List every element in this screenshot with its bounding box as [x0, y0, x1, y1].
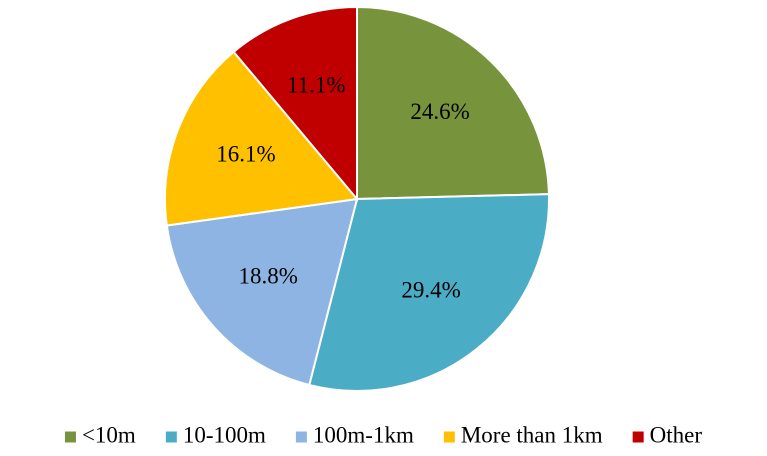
pie-slice-100m-1km — [165, 197, 359, 387]
data-label-other: 11.1% — [287, 72, 346, 97]
data-label-100m-1km: 18.8% — [238, 264, 297, 289]
legend-label-10-100m: 10-100m — [183, 422, 266, 447]
legend-label-lt-10m: <10m — [82, 422, 136, 447]
pie-slice-other — [232, 5, 358, 202]
legend-label-100m-1km: 100m-1km — [313, 422, 414, 447]
data-label-more-than-1km: 16.1% — [216, 142, 275, 167]
legend-label-more-than-1km: More than 1km — [461, 422, 603, 447]
legend-swatch-lt-10m — [64, 431, 76, 443]
legend-swatch-other — [632, 431, 644, 443]
pie-data-labels: 24.6% 29.4% 18.8% 16.1% 11.1% — [216, 72, 470, 302]
pie-slice-10-100m — [308, 193, 550, 392]
pie-slice-more-than-1km — [164, 50, 359, 227]
pie-slice-lt-10m — [356, 5, 550, 201]
legend: <10m 10-100m 100m-1km More than 1km Other — [64, 422, 703, 447]
legend-label-other: Other — [650, 422, 703, 447]
pie-slices — [164, 5, 550, 392]
legend-swatch-10-100m — [165, 431, 177, 443]
data-label-lt-10m: 24.6% — [410, 99, 469, 124]
legend-swatch-100m-1km — [295, 431, 307, 443]
data-label-10-100m: 29.4% — [401, 277, 460, 302]
legend-swatch-more-than-1km — [443, 431, 455, 443]
